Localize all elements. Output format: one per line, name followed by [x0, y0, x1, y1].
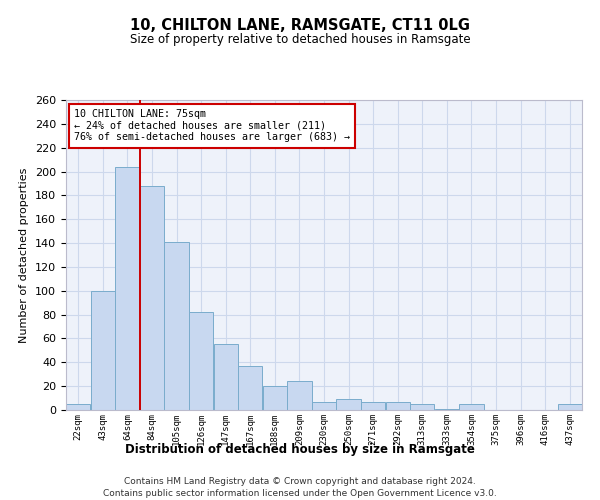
Text: Contains public sector information licensed under the Open Government Licence v3: Contains public sector information licen… — [103, 489, 497, 498]
Bar — [140, 186, 164, 410]
Bar — [459, 404, 484, 410]
Bar — [337, 400, 361, 410]
Bar — [312, 402, 336, 410]
Bar — [410, 404, 434, 410]
Bar — [263, 386, 287, 410]
Text: 10 CHILTON LANE: 75sqm
← 24% of detached houses are smaller (211)
76% of semi-de: 10 CHILTON LANE: 75sqm ← 24% of detached… — [74, 110, 350, 142]
Bar — [287, 382, 311, 410]
Bar — [66, 404, 91, 410]
Bar — [164, 242, 189, 410]
Bar — [115, 167, 140, 410]
Bar — [434, 409, 459, 410]
Text: Distribution of detached houses by size in Ramsgate: Distribution of detached houses by size … — [125, 442, 475, 456]
Bar — [91, 291, 115, 410]
Bar — [189, 312, 214, 410]
Bar — [361, 402, 385, 410]
Bar — [557, 404, 582, 410]
Y-axis label: Number of detached properties: Number of detached properties — [19, 168, 29, 342]
Text: Size of property relative to detached houses in Ramsgate: Size of property relative to detached ho… — [130, 32, 470, 46]
Bar — [214, 344, 238, 410]
Bar — [386, 402, 410, 410]
Text: Contains HM Land Registry data © Crown copyright and database right 2024.: Contains HM Land Registry data © Crown c… — [124, 478, 476, 486]
Text: 10, CHILTON LANE, RAMSGATE, CT11 0LG: 10, CHILTON LANE, RAMSGATE, CT11 0LG — [130, 18, 470, 32]
Bar — [238, 366, 262, 410]
